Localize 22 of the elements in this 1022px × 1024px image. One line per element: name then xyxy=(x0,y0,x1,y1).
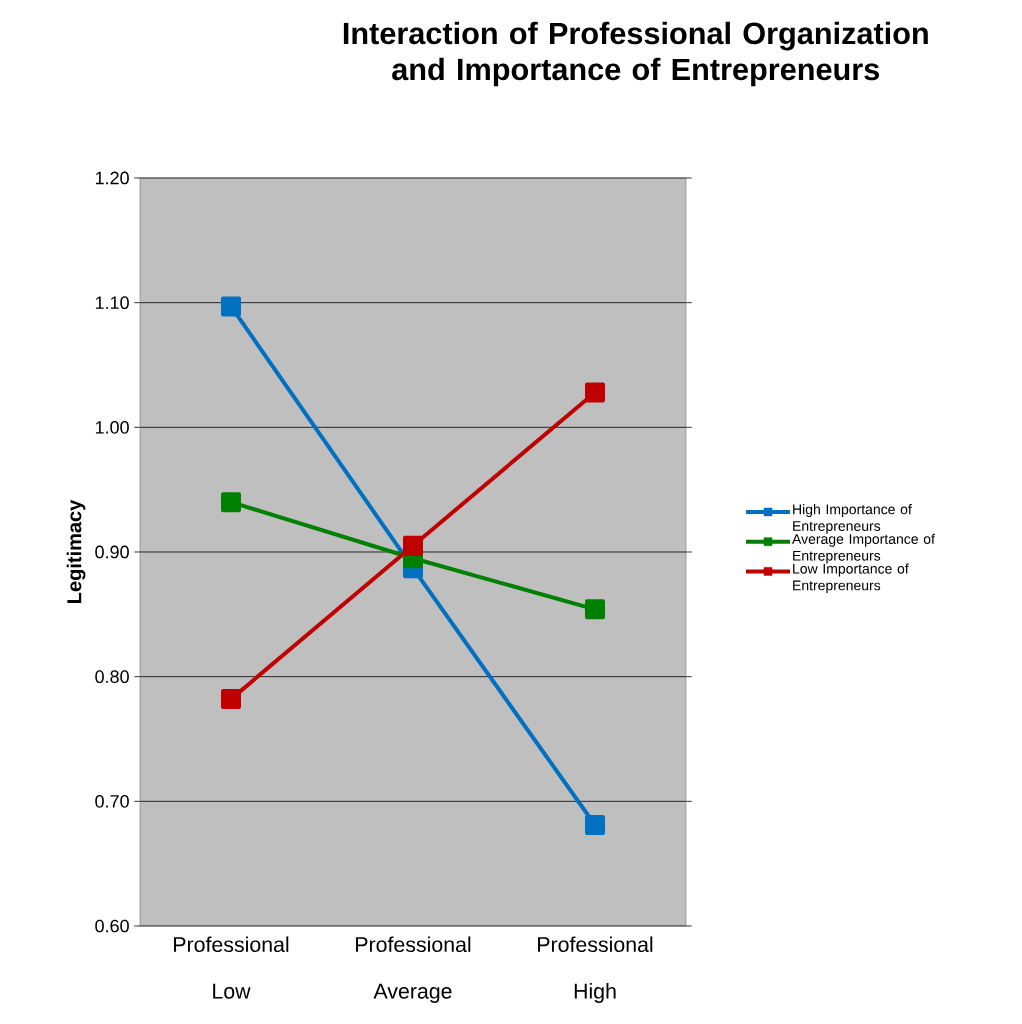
point xyxy=(585,599,605,620)
y-tick-label: 0.60 xyxy=(95,919,129,933)
point xyxy=(585,815,605,836)
y-tick-label: 1.00 xyxy=(95,420,129,434)
y-tick-label: 0.70 xyxy=(95,794,129,808)
y-tick-label: 0.90 xyxy=(95,545,129,559)
point xyxy=(403,535,423,556)
category-label: Professional Average xyxy=(356,936,471,1003)
point xyxy=(585,382,605,403)
legend-label: High Importance of Entrepreneurs xyxy=(793,504,912,534)
category-label: Professional Low xyxy=(174,936,289,999)
legend-label: Low Importance of Entrepreneurs xyxy=(793,563,909,594)
y-tick-label: 1.20 xyxy=(95,171,129,185)
point xyxy=(221,296,241,317)
point xyxy=(221,689,241,710)
y-tick-label: 1.10 xyxy=(95,296,129,310)
legend-label: Average Importance of Entrepreneurs xyxy=(792,533,935,564)
y-tick-label: 0.80 xyxy=(95,670,129,684)
y-axis-title: Legitimacy xyxy=(66,499,86,603)
point xyxy=(221,492,241,513)
chart-title: Interaction of Professional Organization and Importance of Entrepreneurs xyxy=(343,21,928,87)
category-label: Professional High xyxy=(538,936,653,1003)
